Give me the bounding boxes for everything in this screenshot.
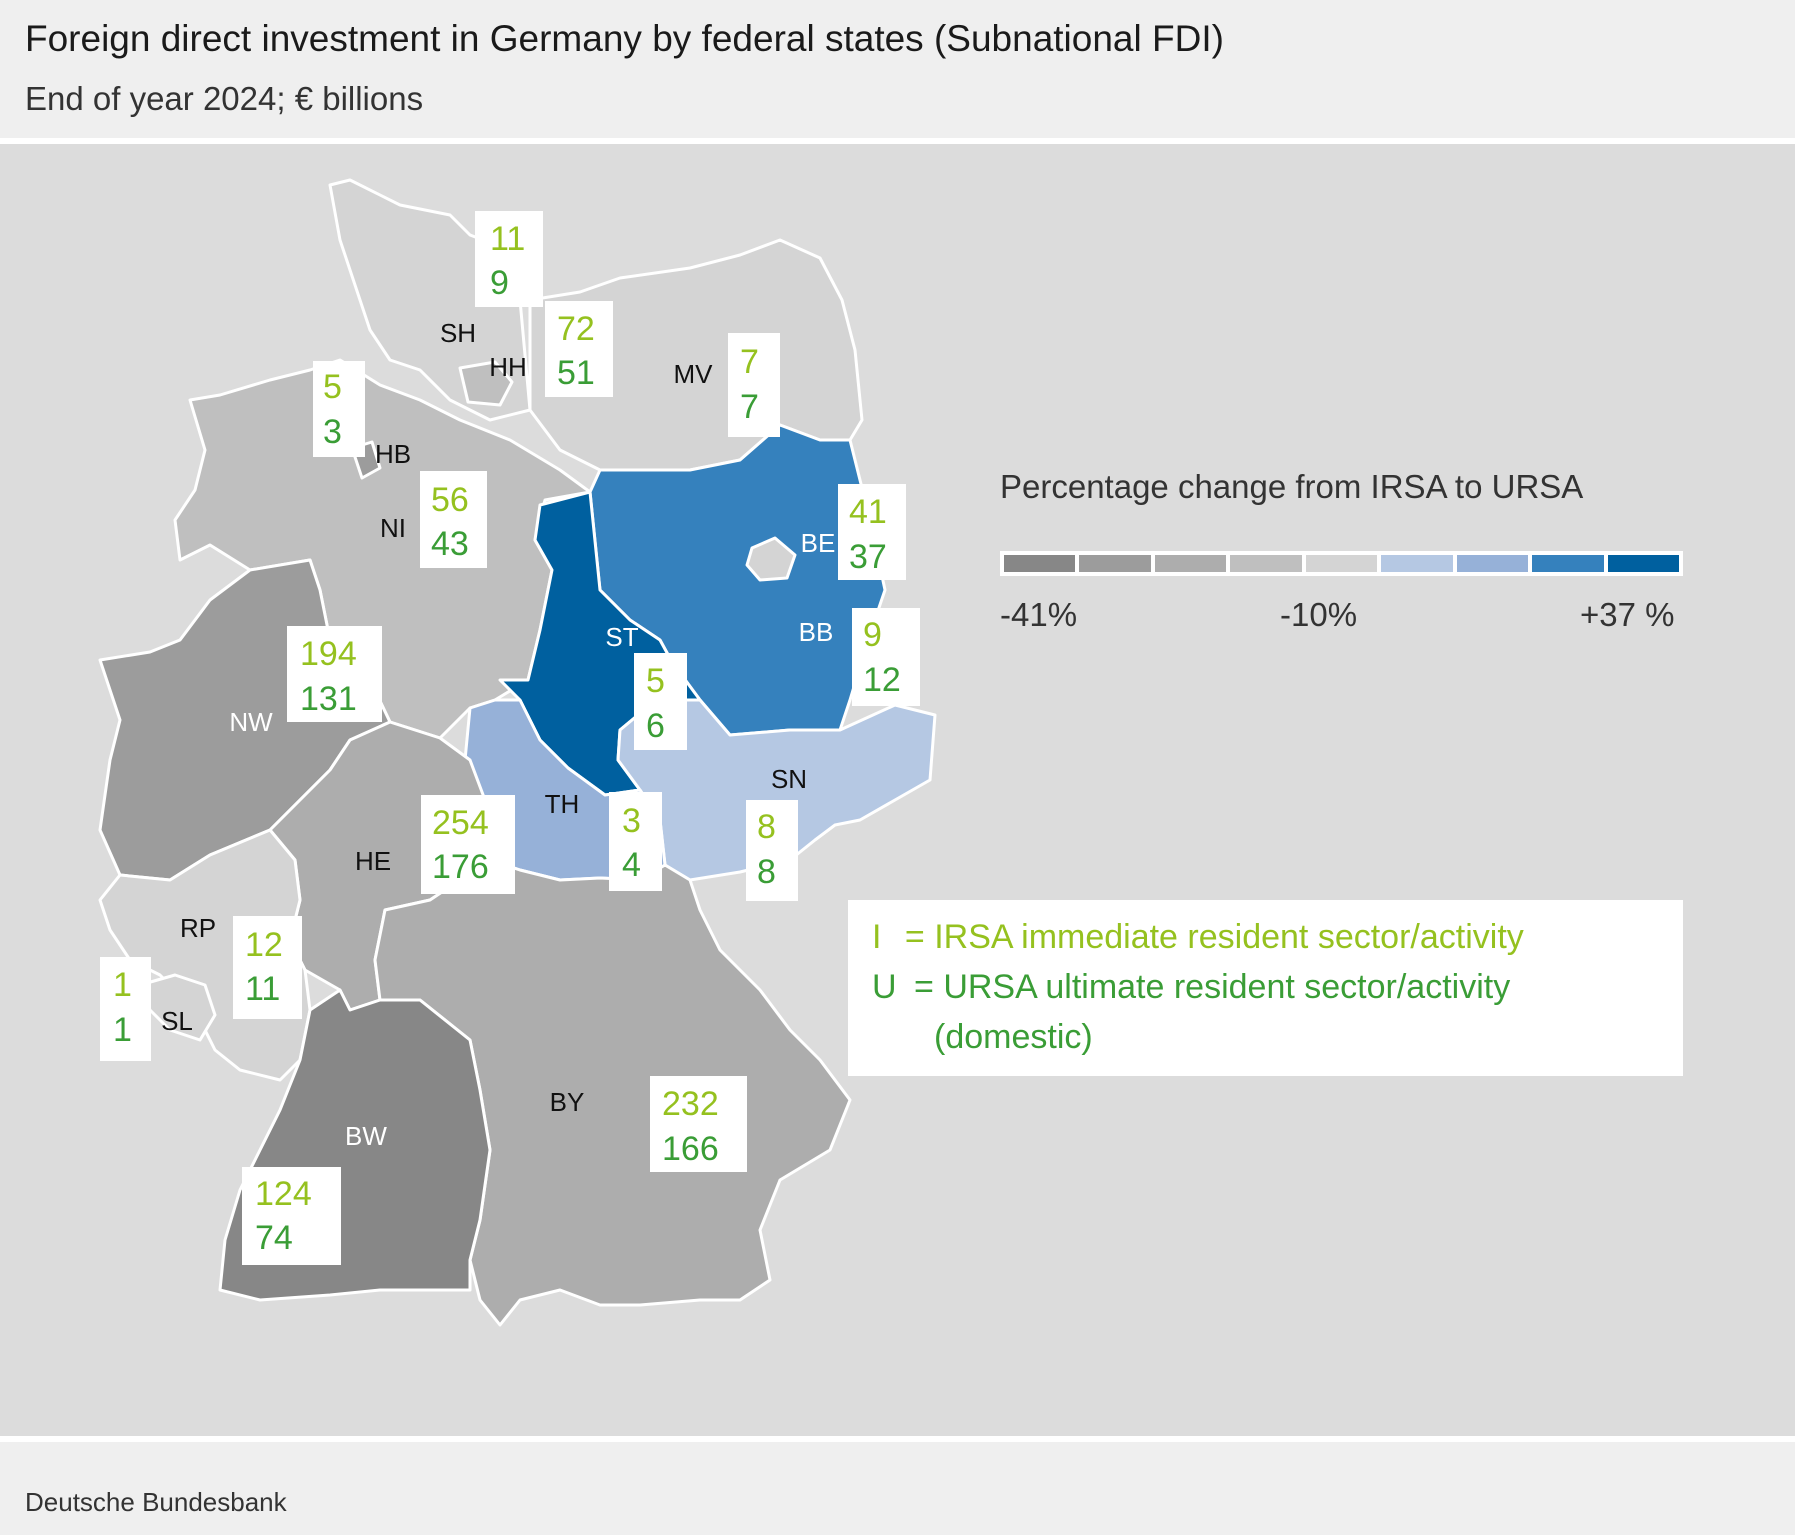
scale-step-3 [1154, 555, 1227, 572]
irsa-value-TH: 3 [622, 802, 641, 840]
ursa-value-ST: 6 [646, 707, 665, 745]
irsa-value-SH: 11 [490, 220, 525, 258]
ursa-value-HE: 176 [432, 848, 489, 886]
scale-step-5 [1305, 555, 1378, 572]
irsa-value-BW: 124 [255, 1175, 312, 1213]
irsa-value-HE: 254 [432, 804, 489, 842]
irsa-value-HH: 72 [557, 310, 595, 348]
state-code-MV: MV [674, 359, 714, 389]
ursa-value-BW: 74 [255, 1219, 293, 1257]
ursa-value-BY: 166 [662, 1130, 719, 1168]
ursa-value-SN: 8 [757, 853, 776, 891]
state-code-NW: NW [229, 707, 273, 737]
scale-step-6 [1381, 555, 1453, 572]
scale-step-8 [1532, 555, 1604, 572]
ursa-value-MV: 7 [740, 388, 759, 426]
state-code-SH: SH [440, 318, 476, 348]
value-box-TH: 34 [609, 792, 662, 891]
irsa-value-NI: 56 [431, 481, 469, 519]
region-SN [616, 698, 937, 882]
irsa-value-BE: 41 [849, 493, 887, 531]
ursa-value-RP: 11 [245, 970, 280, 1008]
state-code-BY: BY [550, 1087, 585, 1117]
divider-top [0, 138, 1795, 144]
state-code-HE: HE [355, 846, 391, 876]
scale-label-mid: -10% [1280, 596, 1358, 633]
irsa-value-NW: 194 [300, 635, 357, 673]
state-code-TH: TH [545, 789, 580, 819]
region-SL [138, 973, 217, 1042]
chart-title: Foreign direct investment in Germany by … [25, 18, 1224, 59]
value-box-MV: 77 [728, 333, 780, 437]
key-irsa-text: = IRSA immediate resident sector/activit… [904, 918, 1524, 956]
state-code-SL: SL [161, 1006, 193, 1036]
ursa-value-NW: 131 [300, 680, 357, 718]
legend-title: Percentage change from IRSA to URSA [1000, 468, 1584, 505]
key-ursa-line-2: (domestic) [934, 1018, 1093, 1056]
scale-label-high: +37 % [1580, 596, 1675, 633]
irsa-value-ST: 5 [646, 662, 665, 700]
ursa-value-SH: 9 [490, 264, 509, 302]
key-ursa-prefix: U [872, 968, 897, 1006]
region-HH [458, 360, 514, 407]
state-code-BB: BB [799, 617, 834, 647]
ursa-value-NI: 43 [431, 525, 469, 563]
header: Foreign direct investment in Germany by … [0, 0, 1795, 138]
state-code-HH: HH [489, 352, 527, 382]
ursa-value-SL: 1 [113, 1011, 132, 1049]
irsa-value-BB: 9 [863, 616, 882, 654]
ursa-value-HH: 51 [557, 354, 595, 392]
scale-step-7 [1456, 555, 1529, 572]
irsa-value-BY: 232 [662, 1085, 719, 1123]
ursa-value-TH: 4 [622, 846, 641, 884]
key-ursa-text: = URSA ultimate resident sector/activity [914, 968, 1511, 1006]
irsa-ursa-key: I = IRSA immediate resident sector/activ… [848, 900, 1683, 1076]
scale-label-low: -41% [1000, 596, 1078, 633]
ursa-value-HB: 3 [323, 413, 342, 451]
state-code-ST: ST [605, 622, 638, 652]
state-code-SN: SN [771, 764, 807, 794]
irsa-value-SN: 8 [757, 808, 776, 846]
value-box-ST: 56 [634, 653, 687, 750]
value-box-SH: 119 [475, 211, 543, 307]
germany-map: SH HH MV HB NI BE BB ST NW SN TH HE RP S… [98, 178, 937, 1327]
irsa-value-RP: 12 [245, 926, 283, 964]
color-scale [1000, 551, 1683, 576]
key-irsa-line: I = IRSA immediate resident sector/activ… [872, 918, 1524, 957]
chart-subtitle: End of year 2024; € billions [25, 80, 424, 117]
value-box-SN: 88 [746, 800, 798, 901]
scale-step-9 [1607, 555, 1679, 572]
state-code-BW: BW [345, 1121, 387, 1151]
scale-step-4 [1230, 555, 1302, 572]
irsa-value-MV: 7 [740, 343, 759, 381]
ursa-value-BE: 37 [849, 538, 887, 576]
divider-bottom [0, 1436, 1795, 1442]
value-box-BB: 912 [852, 608, 920, 706]
source-note: Deutsche Bundesbank [25, 1487, 287, 1517]
value-box-HB: 53 [313, 361, 365, 457]
state-code-BE: BE [801, 528, 836, 558]
region-BE [745, 536, 797, 582]
value-box-SL: 11 [100, 957, 151, 1061]
scale-step-1 [1004, 555, 1076, 572]
ursa-value-BB: 12 [863, 661, 901, 699]
state-code-RP: RP [180, 913, 216, 943]
state-code-NI: NI [380, 513, 406, 543]
scale-step-2 [1079, 555, 1151, 572]
key-ursa-line: U = URSA ultimate resident sector/activi… [872, 968, 1510, 1007]
key-irsa-prefix: I [872, 918, 882, 956]
irsa-value-HB: 5 [323, 368, 342, 406]
irsa-value-SL: 1 [113, 966, 132, 1004]
state-code-HB: HB [375, 439, 411, 469]
